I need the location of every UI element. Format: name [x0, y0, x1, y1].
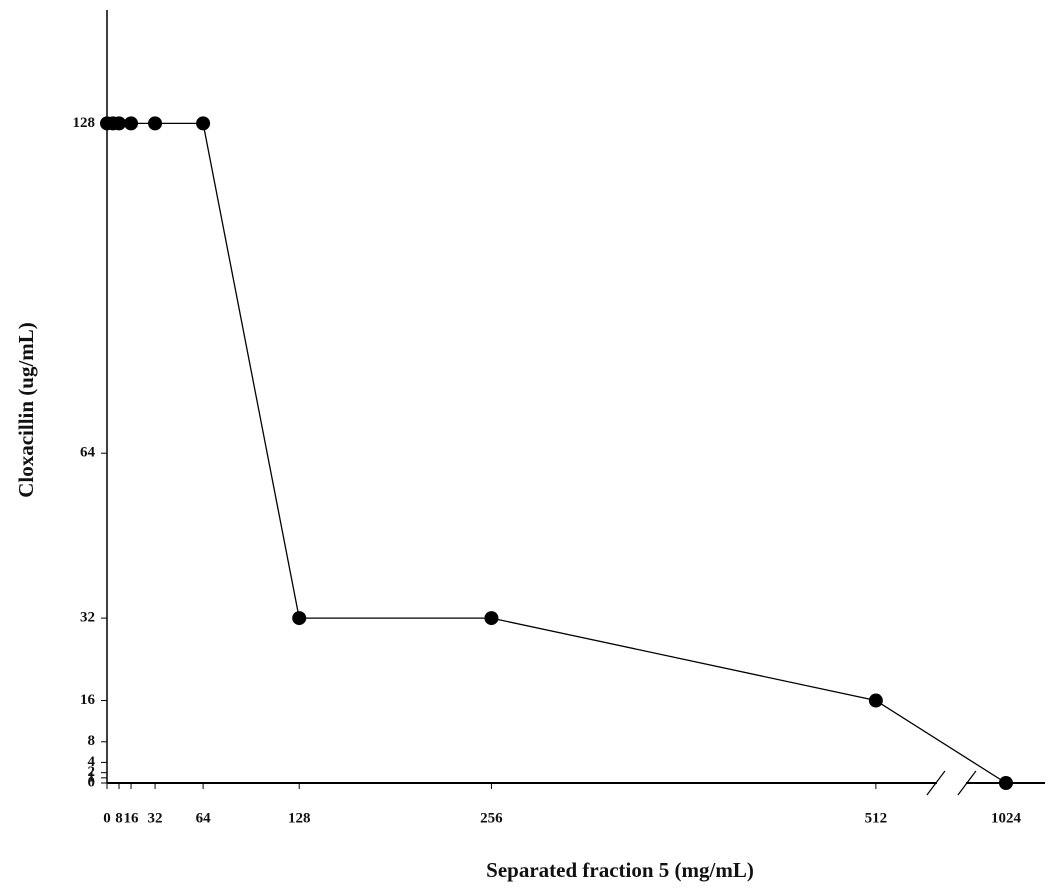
data-point — [124, 116, 138, 130]
y-axis-title: Cloxacillin (ug/mL) — [14, 322, 38, 498]
x-axis-title: Separated fraction 5 (mg/mL) — [486, 858, 754, 882]
y-tick-label: 16 — [80, 692, 96, 708]
data-point — [869, 694, 883, 708]
data-point — [484, 611, 498, 625]
x-tick-label: 512 — [865, 810, 888, 826]
y-tick-label: 64 — [80, 445, 96, 461]
x-tick-label: 64 — [196, 810, 212, 826]
x-tick-label: 32 — [148, 810, 163, 826]
x-tick-label: 128 — [288, 810, 311, 826]
x-tick-label: 256 — [480, 810, 503, 826]
x-tick-label: 16 — [124, 810, 140, 826]
data-point — [148, 116, 162, 130]
y-tick-label: 128 — [73, 115, 96, 131]
data-point — [196, 116, 210, 130]
x-tick-label: 1024 — [991, 810, 1022, 826]
y-tick-label: 4 — [88, 754, 96, 770]
data-point — [292, 611, 306, 625]
y-tick-label: 32 — [80, 610, 95, 626]
x-tick-label: 8 — [115, 810, 123, 826]
series-line — [107, 123, 1006, 783]
chart: Separated fraction 5 (mg/mL) Cloxacillin… — [0, 0, 1049, 890]
x-tick-label: 0 — [103, 810, 111, 826]
data-point — [999, 776, 1013, 790]
data-point — [112, 116, 126, 130]
y-tick-label: 8 — [88, 733, 96, 749]
